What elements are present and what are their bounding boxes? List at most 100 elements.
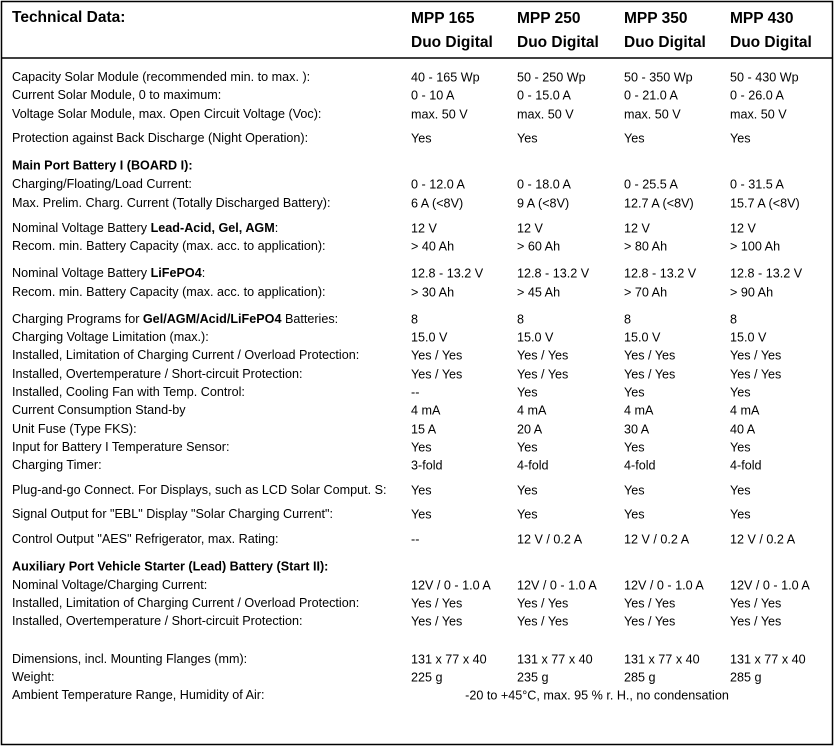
label-part: LiFePO4 xyxy=(151,266,202,280)
cell-value: > 100 Ah xyxy=(730,239,780,253)
cell-value: 4 mA xyxy=(411,403,441,417)
row-label: Installed, Overtemperature / Short-circu… xyxy=(12,614,302,628)
cell-value: Yes / Yes xyxy=(624,348,675,362)
cell-value: 8 xyxy=(411,312,418,326)
cell-value: Yes / Yes xyxy=(411,614,462,628)
label-part: Nominal Voltage Battery xyxy=(12,266,151,280)
cell-value: -- xyxy=(411,532,419,546)
label-part: Unit Fuse (Type FKS): xyxy=(12,422,137,436)
label-part: Nominal Voltage/Charging Current: xyxy=(12,578,207,592)
cell-value: 12 V / 0.2 A xyxy=(517,532,583,546)
label-part: Installed, Overtemperature / Short-circu… xyxy=(12,367,302,381)
cell-value: Yes xyxy=(730,483,751,497)
cell-value: Yes / Yes xyxy=(517,596,568,610)
cell-value: 131 x 77 x 40 xyxy=(624,652,700,666)
row-label: Unit Fuse (Type FKS): xyxy=(12,422,137,436)
cell-value: Yes xyxy=(411,131,432,145)
cell-value: 50 - 350 Wp xyxy=(624,70,693,84)
cell-value: Yes xyxy=(624,483,645,497)
model-header: MPP 165 xyxy=(411,10,475,27)
cell-value: 12 V / 0.2 A xyxy=(624,532,690,546)
cell-value: Yes xyxy=(624,131,645,145)
cell-value: 8 xyxy=(730,312,737,326)
cell-value: > 45 Ah xyxy=(517,285,560,299)
cell-value: 12V / 0 - 1.0 A xyxy=(730,578,810,592)
cell-value: Yes / Yes xyxy=(624,367,675,381)
cell-value: -- xyxy=(411,385,419,399)
cell-value: 12.8 - 13.2 V xyxy=(624,266,697,280)
label-part: Weight: xyxy=(12,670,54,684)
cell-value: 12 V xyxy=(624,221,651,235)
label-part: Input for Battery I Temperature Sensor: xyxy=(12,440,229,454)
cell-value: 0 - 25.5 A xyxy=(624,177,679,191)
cell-value: 15.0 V xyxy=(411,330,448,344)
cell-value: > 40 Ah xyxy=(411,239,454,253)
cell-value: 4 mA xyxy=(624,403,654,417)
cell-value: Yes xyxy=(517,507,538,521)
row-label: Nominal Voltage Battery LiFePO4: xyxy=(12,266,205,280)
row-label: Charging Voltage Limitation (max.): xyxy=(12,330,209,344)
cell-value: Yes / Yes xyxy=(624,596,675,610)
label-part: Recom. min. Battery Capacity (max. acc. … xyxy=(12,239,326,253)
row-label: Nominal Voltage/Charging Current: xyxy=(12,578,207,592)
label-part: Installed, Limitation of Charging Curren… xyxy=(12,596,359,610)
row-label: Charging Timer: xyxy=(12,458,102,472)
cell-value: Yes / Yes xyxy=(624,614,675,628)
cell-value: 0 - 26.0 A xyxy=(730,88,785,102)
label-part: Installed, Cooling Fan with Temp. Contro… xyxy=(12,385,245,399)
row-label: Recom. min. Battery Capacity (max. acc. … xyxy=(12,239,326,253)
label-part: Nominal Voltage Battery xyxy=(12,221,151,235)
label-part: Current Solar Module, 0 to maximum: xyxy=(12,88,221,102)
model-header: Duo Digital xyxy=(517,34,599,51)
cell-value: Yes / Yes xyxy=(517,614,568,628)
label-part: Protection against Back Discharge (Night… xyxy=(12,131,308,145)
cell-value: 12.8 - 13.2 V xyxy=(411,266,484,280)
section-heading: Auxiliary Port Vehicle Starter (Lead) Ba… xyxy=(12,559,328,573)
cell-value: Yes / Yes xyxy=(730,596,781,610)
label-part: Lead-Acid, Gel, AGM xyxy=(151,221,275,235)
cell-value: 225 g xyxy=(411,670,443,684)
cell-value: Yes / Yes xyxy=(517,348,568,362)
cell-value: 0 - 12.0 A xyxy=(411,177,466,191)
model-header: Duo Digital xyxy=(730,34,812,51)
cell-value: 12.8 - 13.2 V xyxy=(517,266,590,280)
cell-value: Yes xyxy=(411,440,432,454)
label-part: Max. Prelim. Charg. Current (Totally Dis… xyxy=(12,196,330,210)
cell-value: 235 g xyxy=(517,670,549,684)
cell-value: 9 A (<8V) xyxy=(517,196,569,210)
cell-value: max. 50 V xyxy=(411,107,468,121)
label-part: Voltage Solar Module, max. Open Circuit … xyxy=(12,107,321,121)
cell-value: > 30 Ah xyxy=(411,285,454,299)
model-header: Duo Digital xyxy=(624,34,706,51)
row-label: Signal Output for "EBL" Display "Solar C… xyxy=(12,507,333,521)
cell-value: 15.0 V xyxy=(517,330,554,344)
cell-value: Yes xyxy=(517,385,538,399)
label-part: Plug-and-go Connect. For Displays, such … xyxy=(12,483,386,497)
cell-value: Yes / Yes xyxy=(730,367,781,381)
cell-value: 285 g xyxy=(730,670,762,684)
model-header: MPP 430 xyxy=(730,10,793,27)
label-part: Capacity Solar Module (recommended min. … xyxy=(12,70,310,84)
model-header: MPP 250 xyxy=(517,10,580,27)
row-label: Current Solar Module, 0 to maximum: xyxy=(12,88,221,102)
cell-value: 0 - 10 A xyxy=(411,88,455,102)
cell-value: Yes xyxy=(730,131,751,145)
cell-value: Yes xyxy=(411,507,432,521)
cell-value: Yes / Yes xyxy=(517,367,568,381)
cell-value: 15.0 V xyxy=(730,330,767,344)
label-part: Dimensions, incl. Mounting Flanges (mm): xyxy=(12,652,247,666)
cell-value: Yes / Yes xyxy=(730,614,781,628)
cell-value: 12V / 0 - 1.0 A xyxy=(624,578,704,592)
label-part: Charging Voltage Limitation (max.): xyxy=(12,330,209,344)
cell-value: > 70 Ah xyxy=(624,285,667,299)
cell-value: Yes / Yes xyxy=(411,596,462,610)
cell-value: 6 A (<8V) xyxy=(411,196,463,210)
cell-value: 8 xyxy=(624,312,631,326)
cell-value: 12.8 - 13.2 V xyxy=(730,266,803,280)
label-part: Control Output "AES" Refrigerator, max. … xyxy=(12,532,279,546)
cell-value: 40 - 165 Wp xyxy=(411,70,480,84)
row-label: Installed, Overtemperature / Short-circu… xyxy=(12,367,302,381)
cell-value: Yes xyxy=(624,440,645,454)
